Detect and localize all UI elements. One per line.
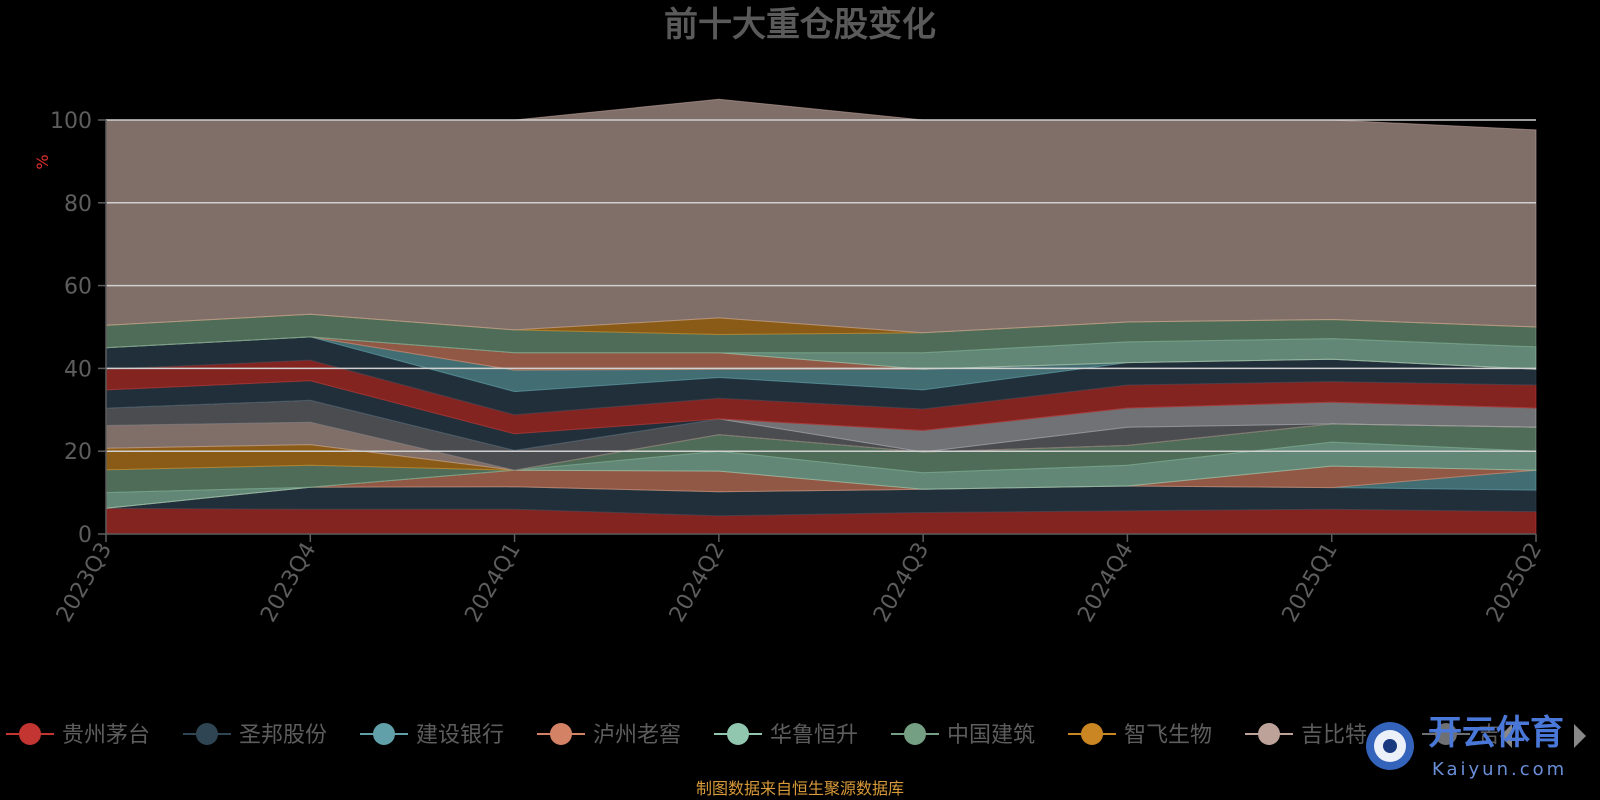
legend-label: 吉 [1478,723,1500,748]
legend[interactable]: 贵州茅台 圣邦股份 建设银行 泸州老窖 华鲁恒升 中国建筑 智飞生物 吉比特 吉 [6,723,1500,748]
legend-item-7[interactable]: 吉比特 [1245,723,1367,748]
legend-item-5[interactable]: 中国建筑 [891,723,1035,748]
area-series-group [105,98,1537,535]
legend-label: 圣邦股份 [239,723,327,748]
watermark-domain: Kaiyun.com [1432,759,1567,780]
legend-marker-icon [1258,723,1280,745]
legend-marker-icon [19,723,41,745]
legend-marker-icon [196,723,218,745]
legend-label: 吉比特 [1301,723,1367,748]
y-tick-label: 80 [64,192,92,217]
axes [105,120,1537,542]
x-tick-label: 2024Q2 [665,539,730,627]
legend-item-8[interactable]: 吉 [1422,723,1500,748]
legend-label: 泸州老窖 [593,723,681,748]
x-tick-label: 2024Q3 [869,539,934,627]
legend-item-2[interactable]: 建设银行 [360,723,504,748]
legend-item-0[interactable]: 贵州茅台 [6,723,150,748]
watermark-logo: 开云体育 Kaiyun.com [1366,713,1567,780]
area-series-18 [105,98,1537,334]
y-axis-unit: % [33,154,52,169]
x-tick-label: 2025Q2 [1482,539,1547,627]
legend-label: 建设银行 [416,723,504,748]
legend-label: 华鲁恒升 [770,723,858,748]
legend-label: 智飞生物 [1124,723,1212,748]
legend-marker-icon [550,723,572,745]
source-note: 制图数据来自恒生聚源数据库 [696,779,904,798]
legend-marker-icon [373,723,395,745]
y-tick-label: 0 [78,523,92,548]
legend-item-4[interactable]: 华鲁恒升 [714,723,858,748]
y-tick-label: 20 [64,440,92,465]
y-tick-label: 40 [64,357,92,382]
x-tick-labels: 2023Q3 2023Q4 2024Q1 2024Q2 2024Q3 2024Q4 2025… [52,539,1547,627]
legend-marker-icon [1081,723,1103,745]
legend-marker-icon [727,723,749,745]
legend-marker-icon [1435,723,1457,745]
legend-item-6[interactable]: 智飞生物 [1068,723,1212,748]
legend-marker-icon [904,723,926,745]
x-tick-label: 2023Q3 [52,539,117,627]
chart-title: 前十大重仓股变化 [664,5,936,45]
legend-label: 贵州茅台 [62,723,150,748]
x-tick-label: 2025Q1 [1278,539,1343,627]
legend-item-3[interactable]: 泸州老窖 [537,723,681,748]
legend-prev-icon[interactable] [1500,724,1512,748]
y-tick-label: 100 [50,109,92,134]
watermark-brand: 开云体育 [1428,713,1564,753]
y-tick-label: 60 [64,275,92,300]
y-tick-labels: 0 20 40 60 80 100 [50,109,92,548]
legend-pager[interactable] [1500,724,1586,748]
legend-item-1[interactable]: 圣邦股份 [183,723,327,748]
x-tick-label: 2023Q4 [256,539,321,627]
legend-next-icon[interactable] [1574,724,1586,748]
legend-label: 中国建筑 [947,723,1035,748]
gridlines [98,119,1536,535]
x-tick-label: 2024Q4 [1073,539,1138,627]
x-tick-label: 2024Q1 [460,539,525,627]
